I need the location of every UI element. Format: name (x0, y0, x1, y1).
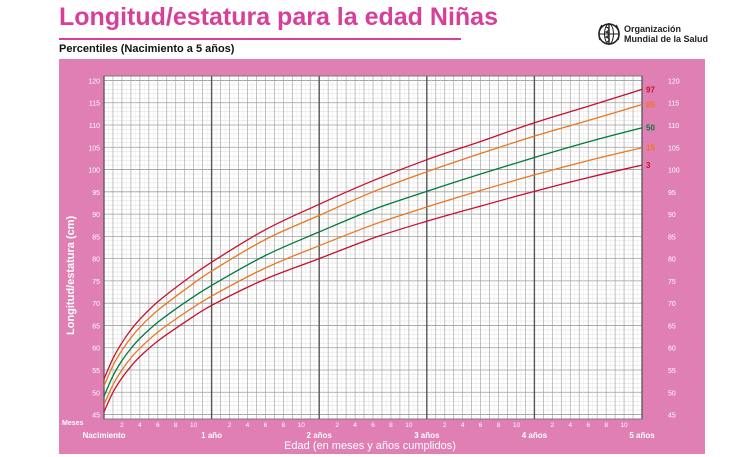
x-tick-label-month: 6 (586, 422, 590, 429)
x-tick-label-month: 10 (620, 422, 628, 429)
series-line-p50 (103, 127, 643, 397)
y-tick-label-left: 60 (92, 346, 100, 353)
globe-emblem-icon (598, 23, 620, 45)
y-tick-label-right: 85 (668, 234, 676, 241)
x-tick-label-month: 4 (353, 422, 357, 429)
y-tick-label-right: 60 (668, 346, 676, 353)
x-tick-label-month: 4 (246, 422, 250, 429)
y-tick-label-right: 80 (668, 257, 676, 264)
y-tick-label-left: 45 (92, 413, 100, 420)
who-logo: Organización Mundial de la Salud (595, 20, 725, 50)
x-tick-label-month: 10 (513, 422, 521, 429)
x-tick-label-month: 8 (497, 422, 501, 429)
y-tick-label-left: 70 (92, 301, 100, 308)
logo-line-1: Organización (624, 24, 682, 34)
y-tick-label-left: 110 (89, 123, 100, 130)
chart-subtitle: Percentiles (Nacimiento a 5 años) (59, 43, 235, 55)
x-tick-label-month: 2 (551, 422, 555, 429)
x-tick-label-month: 10 (298, 422, 306, 429)
x-tick-label-month: 8 (282, 422, 286, 429)
series-line-p15 (103, 147, 643, 405)
x-tick-label-month: 6 (371, 422, 375, 429)
x-tick-label-year: 4 años (522, 431, 548, 440)
y-tick-label-right: 100 (668, 168, 680, 175)
y-tick-label-right: 115 (668, 101, 679, 108)
y-tick-label-left: 75 (92, 279, 100, 286)
x-tick-label-month: 6 (479, 422, 483, 429)
series-line-p97 (103, 88, 643, 380)
series-label-p15: 15 (646, 144, 655, 153)
x-tick-label-month: 4 (138, 422, 142, 429)
title-underline (59, 38, 461, 40)
y-tick-label-left: 50 (92, 390, 100, 397)
chart-title: Longitud/estatura para la edad Niñas (59, 3, 498, 31)
x-tick-label-month: 8 (389, 422, 393, 429)
plot-border (103, 75, 643, 420)
x-tick-label-month: 6 (264, 422, 268, 429)
x-tick-label-month: 8 (174, 422, 178, 429)
y-tick-label-left: 115 (89, 101, 100, 108)
logo-line-2: Mundial de la Salud (624, 34, 709, 44)
x-tick-label-month: 2 (443, 422, 447, 429)
series-label-p85: 85 (646, 101, 655, 110)
y-tick-label-right: 55 (668, 368, 676, 375)
x-tick-label-month: 4 (568, 422, 572, 429)
y-tick-label-right: 90 (668, 212, 676, 219)
y-tick-label-left: 105 (88, 145, 100, 152)
y-tick-label-left: 85 (92, 234, 100, 241)
y-tick-label-left: 80 (92, 257, 100, 264)
x-tick-label-month: 2 (335, 422, 339, 429)
y-tick-label-left: 55 (92, 368, 100, 375)
x-axis-unit-label: Meses (62, 420, 84, 427)
y-tick-label-right: 95 (668, 190, 676, 197)
series-label-p97: 97 (646, 85, 655, 94)
x-axis-label: Edad (en meses y años cumplidos) (284, 440, 456, 452)
x-tick-label-month: 4 (461, 422, 465, 429)
series-line-p85 (103, 103, 643, 387)
y-tick-label-right: 50 (668, 390, 676, 397)
x-tick-label-year: 3 años (414, 431, 440, 440)
y-axis-label: Longitud/estatura (cm) (65, 215, 77, 335)
x-tick-label-year: 1 año (201, 431, 222, 440)
y-tick-label-right: 105 (668, 145, 680, 152)
y-tick-label-right: 75 (668, 279, 676, 286)
y-tick-label-right: 110 (668, 123, 679, 130)
y-tick-label-left: 90 (92, 212, 100, 219)
y-tick-label-left: 95 (92, 190, 100, 197)
logo-text: Organización Mundial de la Salud (624, 24, 708, 44)
y-tick-label-left: 100 (88, 168, 100, 175)
x-tick-label-month: 10 (190, 422, 198, 429)
x-tick-label-month: 8 (604, 422, 608, 429)
y-tick-label-right: 45 (668, 413, 676, 420)
y-tick-label-left: 65 (92, 323, 100, 330)
y-tick-label-right: 65 (668, 323, 676, 330)
y-tick-label-right: 70 (668, 301, 676, 308)
y-tick-label-right: 120 (668, 78, 680, 85)
x-tick-label-month: 10 (405, 422, 413, 429)
x-tick-label-year: 2 años (307, 431, 333, 440)
y-tick-label-left: 120 (88, 78, 100, 85)
x-tick-label-month: 2 (228, 422, 232, 429)
x-tick-label-year: 5 años (629, 431, 655, 440)
series-label-p3: 3 (646, 161, 651, 170)
x-tick-label-month: 2 (120, 422, 124, 429)
x-tick-label-year: Nacimiento (82, 431, 125, 440)
x-tick-label-month: 6 (156, 422, 160, 429)
series-label-p50: 50 (646, 124, 655, 133)
series-line-p3 (103, 164, 643, 413)
